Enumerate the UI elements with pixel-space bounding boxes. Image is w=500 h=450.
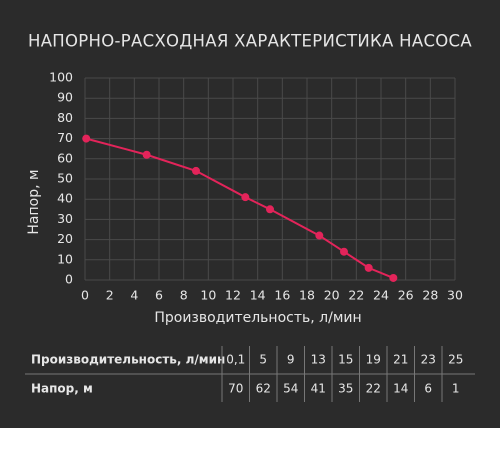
y-tick-label: 70 <box>57 130 73 145</box>
table-cell: 0,1 <box>226 353 245 367</box>
y-tick-label: 80 <box>57 110 73 125</box>
data-point <box>142 150 151 159</box>
x-tick-label: 18 <box>299 288 315 303</box>
table-cell: 62 <box>256 382 271 396</box>
y-tick-label: 20 <box>57 231 73 246</box>
table-cell: 70 <box>228 382 243 396</box>
table-cell: 23 <box>421 353 436 367</box>
data-point <box>241 193 250 202</box>
x-tick-label: 2 <box>106 288 114 303</box>
x-tick-label: 16 <box>274 288 290 303</box>
x-tick-label: 30 <box>447 288 463 303</box>
table-cell: 21 <box>393 353 408 367</box>
data-point <box>82 134 91 143</box>
data-point <box>266 205 274 214</box>
table-cell: 1 <box>452 382 460 396</box>
data-point <box>364 263 373 272</box>
table-cell: 54 <box>283 382 298 396</box>
chart-title: НАПОРНО-РАСХОДНАЯ ХАРАКТЕРИСТИКА НАСОСА <box>28 32 472 51</box>
table-cell: 13 <box>311 353 326 367</box>
table-row-header: Напор, м <box>31 382 93 396</box>
x-tick-label: 4 <box>130 288 138 303</box>
table-row-header: Производительность, л/мин <box>31 353 225 367</box>
table-cell: 35 <box>338 382 353 396</box>
x-tick-label: 20 <box>324 288 340 303</box>
table-cell: 41 <box>311 382 326 396</box>
table-cell: 25 <box>448 353 463 367</box>
table-cell: 14 <box>393 382 408 396</box>
y-tick-label: 90 <box>57 90 73 105</box>
table-cell: 9 <box>287 353 295 367</box>
y-tick-label: 100 <box>49 70 73 85</box>
x-tick-label: 22 <box>348 288 364 303</box>
y-tick-label: 40 <box>57 191 73 206</box>
table-cell: 5 <box>259 353 267 367</box>
y-tick-label: 0 <box>65 272 73 287</box>
x-axis-label: Производительность, л/мин <box>154 310 361 326</box>
data-point <box>315 231 324 240</box>
table-cell: 6 <box>424 382 432 396</box>
x-tick-label: 0 <box>81 288 89 303</box>
x-tick-label: 14 <box>250 288 266 303</box>
y-axis-label: Напор, м <box>26 169 42 234</box>
x-tick-label: 24 <box>373 288 389 303</box>
table-cell: 15 <box>338 353 353 367</box>
data-point <box>340 247 348 256</box>
table-cell: 22 <box>366 382 381 396</box>
x-tick-label: 6 <box>155 288 163 303</box>
x-tick-label: 26 <box>398 288 414 303</box>
y-tick-label: 50 <box>57 171 73 186</box>
data-point <box>192 166 200 175</box>
y-tick-label: 60 <box>57 150 73 165</box>
x-tick-label: 12 <box>225 288 241 303</box>
table-cell: 19 <box>366 353 381 367</box>
x-tick-label: 10 <box>200 288 216 303</box>
y-tick-label: 30 <box>57 211 73 226</box>
y-tick-label: 10 <box>57 251 73 266</box>
data-point <box>389 273 398 282</box>
x-tick-label: 28 <box>422 288 438 303</box>
x-tick-label: 8 <box>180 288 188 303</box>
